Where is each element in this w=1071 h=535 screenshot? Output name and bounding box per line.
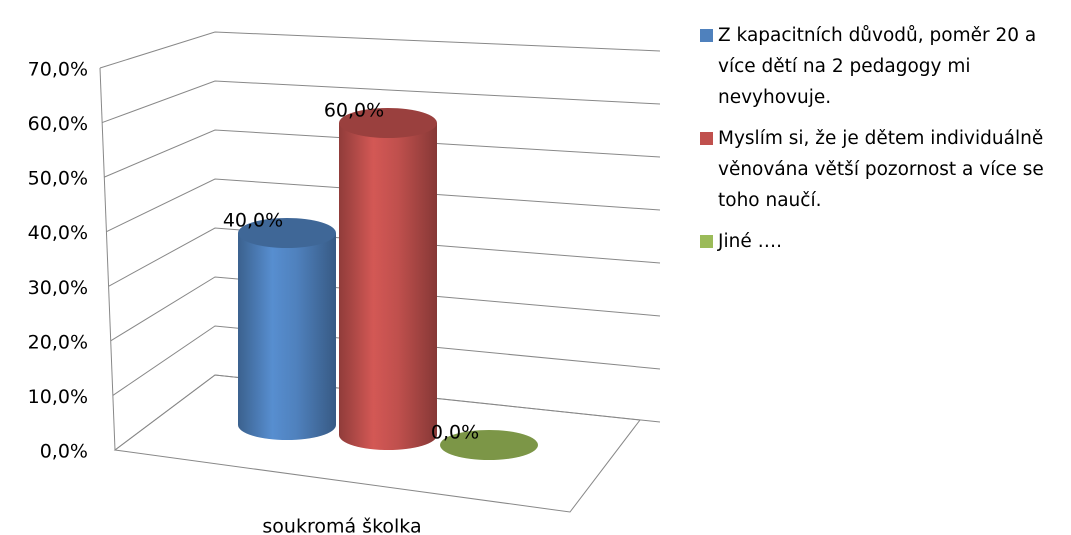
grid-line <box>112 325 661 396</box>
legend-label: Z kapacitních důvodů, poměr 20 a více dě… <box>718 25 1037 108</box>
grid-line <box>108 227 661 287</box>
cylinder-body <box>339 123 437 450</box>
cylinder-body <box>238 233 336 440</box>
data-label: 0,0% <box>431 422 479 444</box>
legend-swatch <box>700 29 713 42</box>
legend-swatch <box>700 235 713 248</box>
y-tick-label: 0,0% <box>40 441 88 463</box>
grid-line <box>106 178 661 233</box>
grid-line <box>110 276 661 342</box>
cylinder-top <box>440 430 538 460</box>
legend-item: Z kapacitních důvodů, poměr 20 a více dě… <box>700 20 1060 113</box>
y-tick-label: 20,0% <box>28 331 88 353</box>
y-tick-label: 70,0% <box>28 59 88 81</box>
data-label: 60,0% <box>324 100 384 122</box>
y-tick-label: 40,0% <box>28 222 88 244</box>
grid-line <box>99 31 661 69</box>
grid-line <box>104 129 661 178</box>
cylinder-top <box>339 108 437 138</box>
legend-item: Jiné …. <box>700 226 1060 257</box>
grid-line <box>114 374 661 451</box>
grid-line <box>101 80 661 124</box>
legend-label: Jiné …. <box>718 231 782 252</box>
cylinder-top <box>238 218 336 248</box>
y-tick-label: 60,0% <box>28 113 88 135</box>
legend-label: Myslím si, že je dětem individuálně věno… <box>718 128 1044 211</box>
legend-swatch <box>700 132 713 145</box>
legend: Z kapacitních důvodů, poměr 20 a více dě… <box>700 20 1060 267</box>
y-tick-label: 30,0% <box>28 277 88 299</box>
y-tick-label: 10,0% <box>28 386 88 408</box>
x-tick-label: soukromá školka <box>262 516 421 535</box>
y-tick-label: 50,0% <box>28 168 88 190</box>
y-axis <box>99 67 116 451</box>
data-label: 40,0% <box>223 210 283 232</box>
legend-item: Myslím si, že je dětem individuálně věno… <box>700 123 1060 216</box>
